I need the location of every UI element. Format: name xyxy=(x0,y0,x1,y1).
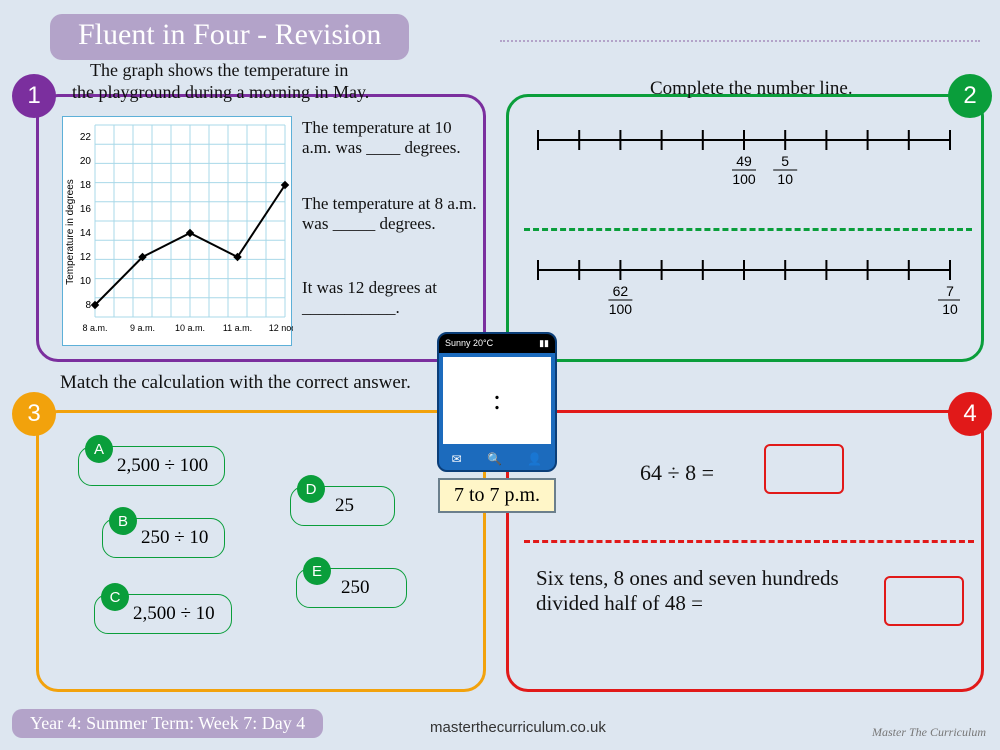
match-b[interactable]: B250 ÷ 10 xyxy=(102,518,225,558)
q1-intro-1: The graph shows the temperature in xyxy=(90,60,348,81)
footer-logo: Master The Curriculum xyxy=(872,725,986,740)
q2-title: Complete the number line. xyxy=(650,78,853,100)
watch-weather: Sunny 20°C xyxy=(445,338,493,349)
svg-text:8 a.m.: 8 a.m. xyxy=(82,323,107,333)
profile-icon[interactable]: 👤 xyxy=(527,452,542,467)
svg-text:11 a.m.: 11 a.m. xyxy=(223,323,252,333)
badge-1: 1 xyxy=(12,74,56,118)
panel-q4 xyxy=(506,410,984,692)
mail-icon[interactable]: ✉ xyxy=(452,452,462,467)
match-c[interactable]: C2,500 ÷ 10 xyxy=(94,594,232,634)
answer-box-1[interactable] xyxy=(764,444,844,494)
svg-text:100: 100 xyxy=(732,171,756,187)
svg-text:7: 7 xyxy=(946,283,954,299)
svg-text:100: 100 xyxy=(609,301,633,317)
badge-4: 4 xyxy=(948,392,992,436)
match-e[interactable]: E250 xyxy=(296,568,407,608)
svg-text:10: 10 xyxy=(777,171,793,187)
svg-text:10: 10 xyxy=(80,276,92,287)
title-banner: Fluent in Four - Revision xyxy=(50,14,409,60)
svg-text:10 a.m.: 10 a.m. xyxy=(175,323,205,333)
svg-text:8: 8 xyxy=(85,300,91,311)
svg-text:12: 12 xyxy=(80,252,92,263)
number-line-1: 49 100 5 10 xyxy=(530,126,960,196)
q4-line1: 64 ÷ 8 = xyxy=(640,460,714,486)
svg-text:14: 14 xyxy=(80,228,92,239)
green-dashed-line xyxy=(524,228,972,231)
temperature-chart: Temperature in degrees 8 10 12 14 16 18 20 22 8… xyxy=(62,116,292,346)
red-dashed-line xyxy=(524,540,974,543)
svg-text:62: 62 xyxy=(613,283,629,299)
watch-caption: 7 to 7 p.m. xyxy=(438,478,556,513)
svg-text:12 noon: 12 noon xyxy=(269,323,293,333)
number-line-2: 62 100 7 10 xyxy=(530,256,960,326)
chart-ylabel: Temperature in degrees xyxy=(65,179,76,285)
watch-battery-icon: ▮▮ xyxy=(539,338,549,349)
footer-term: Year 4: Summer Term: Week 7: Day 4 xyxy=(12,709,323,738)
smartwatch: Sunny 20°C ▮▮ : ✉ 🔍 👤 7 to 7 p.m. xyxy=(432,310,562,513)
svg-text:9 a.m.: 9 a.m. xyxy=(130,323,155,333)
watch-time: : xyxy=(439,353,555,448)
svg-text:10: 10 xyxy=(942,301,958,317)
svg-text:20: 20 xyxy=(80,156,92,167)
q1-prompt-1: The temperature at 10 a.m. was ____ degr… xyxy=(302,118,482,158)
badge-3: 3 xyxy=(12,392,56,436)
search-icon[interactable]: 🔍 xyxy=(487,452,502,467)
svg-text:22: 22 xyxy=(80,132,92,143)
badge-2: 2 xyxy=(948,74,992,118)
svg-text:18: 18 xyxy=(80,180,92,191)
decorative-divider xyxy=(500,40,980,42)
svg-text:5: 5 xyxy=(781,153,789,169)
answer-box-2[interactable] xyxy=(884,576,964,626)
match-a[interactable]: A2,500 ÷ 100 xyxy=(78,446,225,486)
q3-title: Match the calculation with the correct a… xyxy=(60,372,411,394)
footer-url: masterthecurriculum.co.uk xyxy=(430,719,606,736)
svg-text:49: 49 xyxy=(736,153,752,169)
svg-text:16: 16 xyxy=(80,204,92,215)
match-d[interactable]: D25 xyxy=(290,486,395,526)
q1-prompt-2: The temperature at 8 a.m. was _____ degr… xyxy=(302,194,482,234)
q4-line2: Six tens, 8 ones and seven hundreds divi… xyxy=(536,566,876,616)
q1-intro-2: the playground during a morning in May. xyxy=(72,82,369,103)
